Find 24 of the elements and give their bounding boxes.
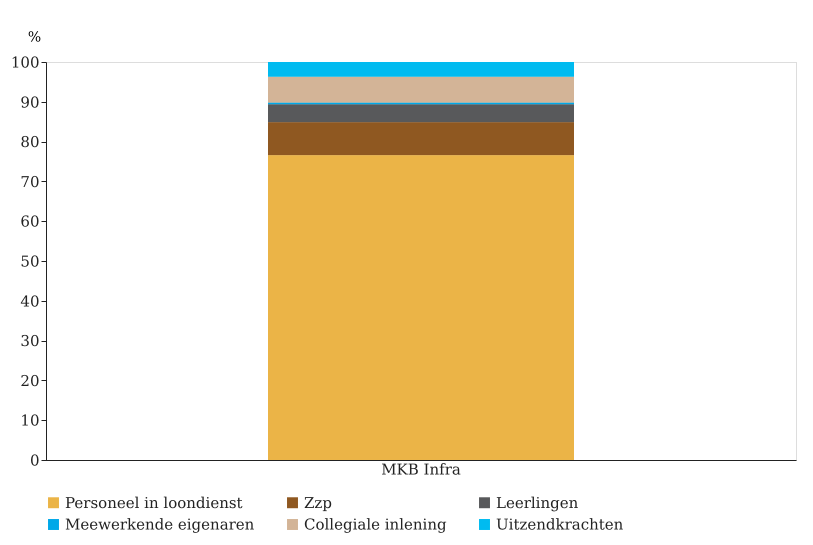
bar [268,155,574,460]
y-axis-title: % [28,30,42,46]
legend-label: Uitzendkrachten [496,516,624,534]
legend-label: Leerlingen [496,494,579,512]
bar [268,62,574,77]
legend-label: Zzp [304,494,332,512]
bar [268,76,574,103]
y-tick-label: 50 [20,252,40,270]
legend-label: Collegiale inlening [304,516,448,534]
y-tick-label: 70 [20,172,40,191]
y-tick-label: 40 [20,292,40,310]
legend-label: Meewerkende eigenaren [65,516,255,534]
y-tick-label: 0 [30,452,40,470]
y-tick-label: 30 [20,332,40,350]
legend-label: Personeel in loondienst [65,494,243,512]
y-tick-label: 90 [20,93,40,112]
y-tick-label: 100 [10,54,40,72]
y-tick-label: 20 [20,372,40,390]
y-tick-label: 10 [20,412,40,430]
bar [268,104,574,122]
x-tick-label: MKB Infra [381,460,461,478]
bar [268,122,574,156]
y-tick-label: 80 [20,133,40,152]
y-tick-label: 60 [20,212,40,231]
